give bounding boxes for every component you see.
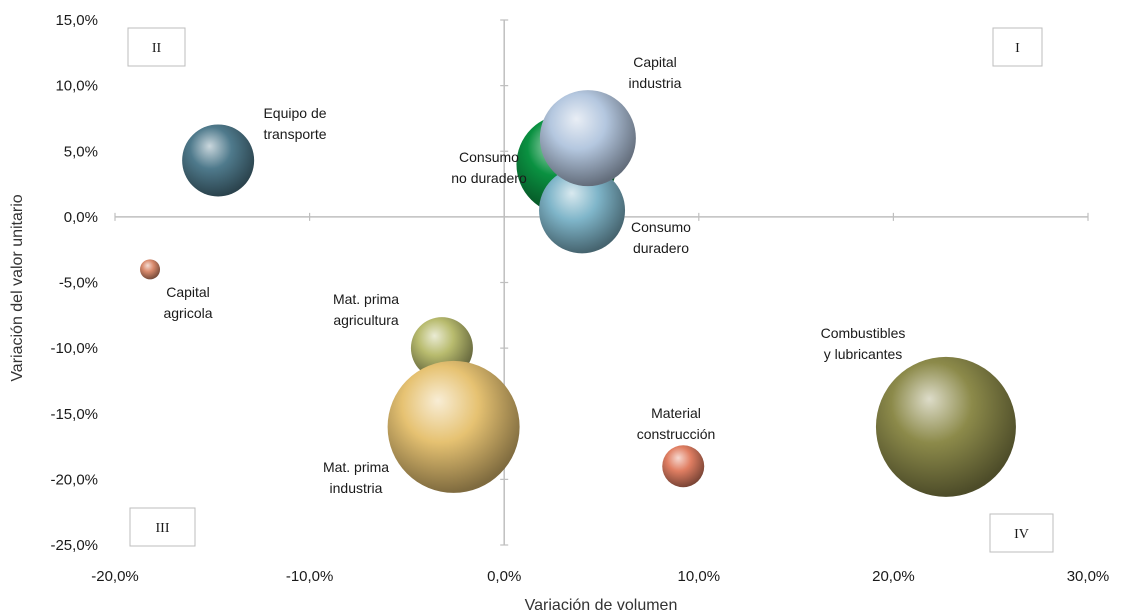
- x-tick-label: 30,0%: [1067, 568, 1110, 585]
- bubble-label: Capital: [166, 284, 210, 300]
- bubble-label: Consumo: [631, 219, 691, 235]
- y-tick-label: 0,0%: [64, 209, 98, 226]
- bubble-label: agricola: [163, 305, 212, 321]
- quadrant-II: II: [127, 27, 186, 67]
- x-tick-label: 20,0%: [872, 568, 915, 585]
- x-tick-label: 10,0%: [678, 568, 721, 585]
- bubble-capital-agricola: [140, 259, 161, 280]
- y-tick-label: -10,0%: [50, 340, 98, 357]
- x-tick-label: 0,0%: [487, 568, 521, 585]
- quadrant-label: IV: [1014, 527, 1029, 542]
- y-tick-label: -5,0%: [59, 275, 98, 292]
- quadrant-box: [989, 513, 1054, 553]
- quadrant-box: [127, 27, 186, 67]
- bubble-label: Equipo de: [263, 105, 326, 121]
- y-tick-label: 5,0%: [64, 143, 98, 160]
- bubbles: [140, 90, 1016, 497]
- quadrant-IV: IV: [989, 513, 1054, 553]
- bubble-material-construcci-n: [662, 445, 705, 488]
- bubble-label: agricultura: [333, 312, 399, 328]
- x-axis-title: Variación de volumen: [525, 597, 678, 614]
- bubble-label: Combustibles: [821, 325, 906, 341]
- y-tick-label: 15,0%: [55, 12, 98, 29]
- bubble-consumo-duradero: [539, 167, 626, 254]
- x-tick-label: -10,0%: [286, 568, 334, 585]
- bubble-label: duradero: [633, 240, 689, 256]
- quadrant-label: I: [1015, 41, 1020, 56]
- bubble-label: Consumo: [459, 149, 519, 165]
- y-tick-label: -20,0%: [50, 471, 98, 488]
- bubble-equipo-de-transporte: [182, 124, 255, 197]
- y-tick-label: -25,0%: [50, 537, 98, 554]
- axes: -20,0% -10,0% 0,0% 10,0% 20,0% 30,0% -25,0% -20…: [50, 12, 1109, 585]
- quadrant-label: II: [152, 41, 162, 56]
- bubble-label: construcción: [637, 426, 716, 442]
- bubble-label: y lubricantes: [824, 346, 903, 362]
- bubble-label: industria: [629, 75, 682, 91]
- bubble-combustibles-y-lubricantes: [875, 356, 1016, 497]
- quadrant-I: I: [992, 27, 1043, 67]
- bubble-capital-industria: [539, 90, 636, 187]
- bubble-label: Mat. prima: [323, 459, 389, 475]
- quadrant-III: III: [129, 507, 196, 547]
- bubble-labels: Equipo de transporte Capital agricola Consum…: [163, 54, 905, 496]
- bubble-mat-prima-industria: [387, 360, 520, 493]
- y-tick-label: 10,0%: [55, 78, 98, 95]
- quadrant-box: [129, 507, 196, 547]
- bubble-label: transporte: [263, 126, 326, 142]
- bubble-label: no duradero: [451, 170, 527, 186]
- bubble-label: Mat. prima: [333, 291, 399, 307]
- quadrant-box: [992, 27, 1043, 67]
- y-axis-title: Variación del valor unitario: [9, 194, 26, 381]
- bubble-label: Material: [651, 405, 701, 421]
- bubble-label: Capital: [633, 54, 677, 70]
- quadrant-label: III: [156, 521, 170, 536]
- bubble-label: industria: [330, 480, 383, 496]
- x-tick-label: -20,0%: [91, 568, 139, 585]
- y-tick-label: -15,0%: [50, 406, 98, 423]
